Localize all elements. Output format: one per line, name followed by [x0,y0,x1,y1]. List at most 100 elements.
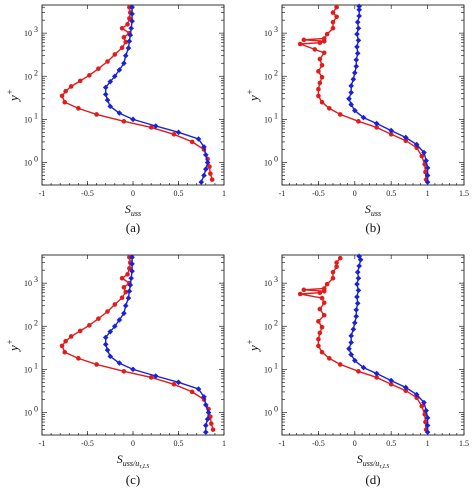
data-point-blue [402,134,409,141]
data-point-blue [402,384,409,391]
panel-caption: (d) [365,472,380,487]
data-point-red [422,412,427,417]
data-point-blue [204,159,211,166]
data-point-blue [353,63,360,70]
data-point-red [112,302,118,307]
y-axis-label-sup: + [245,339,255,345]
data-point-blue [116,360,123,366]
data-point-blue [348,333,354,339]
data-point-blue [348,83,354,89]
x-axis-label: Suss/uτ,LS [117,452,149,470]
data-point-red [316,93,321,99]
data-point-blue [129,254,135,261]
y-axis-label-sup: + [5,339,15,345]
y-axis-label-main: y [6,345,21,353]
y-tick-exponent: 3 [34,25,38,34]
data-point-red [319,349,325,355]
x-tick-label: 1 [222,189,226,198]
series-line-red [61,257,214,430]
data-point-blue [152,123,159,129]
x-axis-label-sub: uss [131,209,141,218]
data-point-blue [175,379,182,386]
y-axis-label: y+ [245,89,261,103]
y-tick-exponent: 2 [274,68,278,77]
data-point-red [321,36,327,41]
panel-caption: (c) [126,472,140,487]
data-point-red [148,125,154,130]
data-point-blue [129,11,135,17]
data-point-red [319,324,325,330]
data-point-blue [128,275,134,282]
data-point-blue [121,60,127,67]
y-tick-exponent: 0 [274,404,278,413]
data-point-blue [423,407,429,414]
data-point-blue [112,323,118,330]
data-point-red [419,403,425,409]
data-point-red [121,369,127,374]
data-point-blue [355,25,362,32]
x-axis-label-sub: uss [363,459,373,468]
data-point-blue [348,339,354,346]
data-point-red [148,375,154,380]
data-point-red [334,4,339,10]
data-point-blue [357,256,364,263]
x-axis-label-sub3: τ,LS [139,464,149,470]
y-axis-label-main: y [246,345,261,353]
x-axis-label-sub2: /u [372,459,379,468]
data-point-blue [204,416,211,422]
data-point-blue [355,287,362,294]
y-axis-label-main: y [246,95,261,103]
data-point-red [105,309,110,314]
y-tick-exponent: 3 [274,275,278,284]
y-tick-exponent: 0 [274,154,278,163]
data-point-blue [128,25,134,32]
data-point-blue [129,261,135,267]
data-point-blue [421,149,427,156]
data-point-blue [198,179,205,185]
data-point-red [316,86,321,92]
data-point-red [374,125,379,130]
y-tick-label: 10 [24,322,32,331]
data-point-red [127,16,132,21]
data-point-red [127,266,132,271]
data-point-blue [104,347,111,353]
data-point-blue [356,6,362,13]
data-point-red [317,56,323,62]
data-point-red [94,112,99,117]
y-tick-label: 10 [24,408,32,417]
data-point-red [63,338,68,344]
data-point-red [68,334,74,339]
data-point-red [76,106,81,111]
data-point-blue [116,317,123,323]
data-point-blue [102,84,109,91]
data-point-red [189,139,195,145]
data-point-blue [126,288,133,295]
x-tick-label: 0.5 [386,189,396,198]
data-point-red [330,275,336,281]
y-tick-label: 10 [264,365,272,374]
data-point-red [119,25,125,31]
data-point-red [334,14,339,20]
data-point-blue [352,107,358,114]
data-point-blue [350,326,357,333]
data-point-red [319,74,325,80]
data-point-blue [129,18,135,24]
y-tick-label: 10 [264,279,272,288]
data-point-blue [373,120,380,127]
data-point-red [317,40,323,46]
y-tick-label: 10 [24,72,32,81]
series-line-blue [348,6,429,183]
data-point-red [77,328,83,334]
data-point-blue [122,302,129,309]
data-point-blue [356,253,362,260]
x-axis-label-main: S [365,202,371,216]
data-point-red [423,419,428,425]
data-point-red [388,132,394,137]
y-tick-label: 10 [264,322,272,331]
x-axis-label-sub: uss [371,209,381,218]
data-point-blue [127,32,134,38]
data-point-blue [353,57,360,63]
data-point-red [317,80,323,86]
series-line-blue [348,256,429,433]
